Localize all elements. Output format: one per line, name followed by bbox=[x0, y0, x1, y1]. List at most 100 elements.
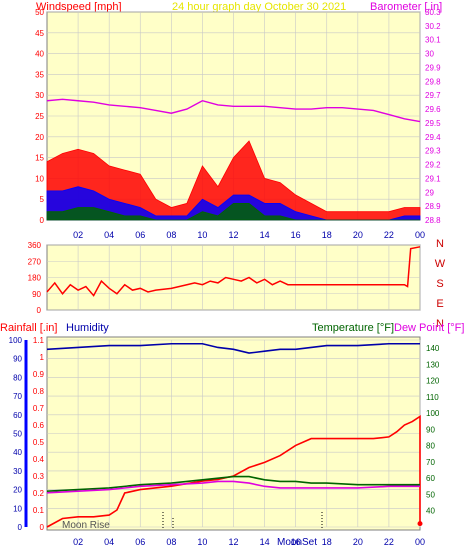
x-tick-label: 08 bbox=[166, 537, 176, 547]
windspeed-tick-label: 50 bbox=[35, 8, 44, 17]
windspeed-tick-label: 30 bbox=[35, 91, 44, 100]
temperature-tick-label: 120 bbox=[426, 377, 440, 386]
x-tick-label: 06 bbox=[135, 537, 145, 547]
series-wind-speed bbox=[46, 202, 420, 221]
humidity-tick-label: 20 bbox=[13, 486, 22, 495]
x-tick-label: 20 bbox=[353, 230, 363, 240]
temperature-tick-label: 90 bbox=[426, 425, 435, 434]
compass-letter: N bbox=[436, 238, 444, 250]
x-tick-label: 14 bbox=[260, 230, 270, 240]
x-tick-label: 14 bbox=[260, 537, 270, 547]
x-tick-label: 02 bbox=[73, 537, 83, 547]
wind-panel-series bbox=[46, 98, 421, 221]
rainfall-tick-label: 0.9 bbox=[33, 370, 45, 379]
barometer-tick-label: 29.3 bbox=[425, 147, 441, 156]
x-tick-label: 00 bbox=[415, 537, 425, 547]
barometer-tick-label: 29.2 bbox=[425, 161, 441, 170]
barometer-tick-label: 30.3 bbox=[425, 8, 441, 17]
rainfall-label: Rainfall [.in] bbox=[0, 322, 57, 334]
rainfall-tick-label: 0.8 bbox=[33, 387, 45, 396]
direction-tick-label: 360 bbox=[28, 241, 42, 250]
series-rainfall bbox=[46, 415, 421, 528]
windspeed-axis-ticks: 0 5 10 15 20 25 30 35 40 45 50 bbox=[35, 8, 44, 225]
barometer-tick-label: 29.9 bbox=[425, 63, 441, 72]
dewpoint-label: Dew Point [°F] bbox=[394, 322, 464, 334]
temperature-axis-ticks: 40 50 60 70 80 90 100 110 120 130 140 bbox=[426, 344, 440, 516]
humidity-tick-label: 40 bbox=[13, 448, 22, 457]
humidity-tick-label: 0 bbox=[18, 523, 23, 532]
rainfall-tick-label: 0.6 bbox=[33, 421, 45, 430]
temperature-tick-label: 130 bbox=[426, 360, 440, 369]
direction-tick-label: 0 bbox=[37, 306, 42, 315]
rainfall-tick-label: 1 bbox=[40, 353, 45, 362]
temperature-tick-label: 110 bbox=[426, 393, 439, 402]
x-tick-label: 02 bbox=[73, 230, 83, 240]
climate-panel-series bbox=[46, 342, 423, 528]
windspeed-tick-label: 10 bbox=[35, 174, 44, 183]
temperature-label: Temperature [°F] bbox=[312, 322, 394, 334]
humidity-tick-label: 60 bbox=[13, 411, 22, 420]
compass-letter: W bbox=[435, 258, 446, 270]
direction-axis-ticks: 0 90 180 270 360 bbox=[28, 241, 42, 315]
humidity-tick-label: 50 bbox=[13, 430, 22, 439]
windspeed-tick-label: 25 bbox=[35, 112, 44, 121]
humidity-tick-label: 80 bbox=[13, 373, 22, 382]
barometer-tick-label: 29 bbox=[425, 188, 434, 197]
graph-title: 24 hour graph day October 30 2021 bbox=[172, 1, 346, 13]
moon-set-label: MoonSet bbox=[277, 537, 317, 548]
compass-letter: E bbox=[436, 298, 443, 310]
windspeed-tick-label: 35 bbox=[35, 70, 44, 79]
climate-panel-x-ticks: 02 04 06 08 10 12 14 16 18 20 22 00 bbox=[73, 537, 425, 547]
windspeed-tick-label: 15 bbox=[35, 154, 44, 163]
barometer-tick-label: 29.4 bbox=[425, 133, 441, 142]
temperature-tick-label: 140 bbox=[426, 344, 440, 353]
temperature-tick-label: 100 bbox=[426, 409, 440, 418]
temperature-tick-label: 50 bbox=[426, 490, 435, 499]
windspeed-tick-label: 40 bbox=[35, 50, 44, 59]
wind-panel-x-ticks: 02 04 06 08 10 12 14 16 18 20 22 00 bbox=[73, 230, 425, 240]
windspeed-tick-label: 45 bbox=[35, 29, 44, 38]
direction-tick-label: 180 bbox=[28, 274, 42, 283]
x-tick-label: 00 bbox=[415, 230, 425, 240]
windspeed-tick-label: 20 bbox=[35, 133, 44, 142]
rainfall-tick-label: 0.7 bbox=[33, 404, 45, 413]
series-temperature bbox=[46, 475, 420, 493]
rainfall-axis-ticks: 0 0.1 0.2 0.3 0.4 0.5 0.6 0.7 0.8 0.9 1 1.1 bbox=[33, 336, 45, 532]
rainfall-tick-label: 0.1 bbox=[33, 506, 45, 515]
barometer-tick-label: 29.7 bbox=[425, 91, 441, 100]
x-tick-label: 10 bbox=[197, 230, 207, 240]
series-wind-direction bbox=[46, 246, 421, 297]
x-tick-label: 22 bbox=[384, 230, 394, 240]
barometer-tick-label: 29.8 bbox=[425, 77, 441, 86]
humidity-label: Humidity bbox=[66, 322, 109, 334]
series-barometer bbox=[46, 98, 421, 123]
barometer-tick-label: 29.6 bbox=[425, 105, 441, 114]
windspeed-label: Windspeed [mph] bbox=[36, 1, 122, 13]
windspeed-tick-label: 5 bbox=[40, 195, 45, 204]
compass-letter: N bbox=[436, 318, 444, 330]
x-tick-label: 12 bbox=[228, 537, 238, 547]
barometer-tick-label: 30.1 bbox=[425, 36, 441, 45]
humidity-tick-label: 90 bbox=[13, 355, 22, 364]
humidity-tick-label: 70 bbox=[13, 392, 22, 401]
temperature-tick-label: 40 bbox=[426, 507, 435, 516]
barometer-tick-label: 28.9 bbox=[425, 202, 441, 211]
rainfall-tick-label: 0 bbox=[40, 523, 45, 532]
x-tick-label: 10 bbox=[197, 537, 207, 547]
barometer-tick-label: 28.8 bbox=[425, 216, 441, 225]
x-tick-label: 22 bbox=[384, 537, 394, 547]
barometer-tick-label: 29.1 bbox=[425, 174, 441, 183]
x-tick-label: 06 bbox=[135, 230, 145, 240]
x-tick-label: 04 bbox=[104, 230, 114, 240]
temperature-tick-label: 60 bbox=[426, 474, 435, 483]
x-tick-label: 16 bbox=[291, 230, 301, 240]
direction-panel-grid bbox=[47, 244, 421, 311]
compass-letter: S bbox=[436, 278, 443, 290]
humidity-tick-label: 30 bbox=[13, 467, 22, 476]
moon-rise-label: Moon Rise bbox=[62, 520, 110, 531]
rainfall-end-marker bbox=[417, 521, 423, 527]
x-tick-label: 08 bbox=[166, 230, 176, 240]
